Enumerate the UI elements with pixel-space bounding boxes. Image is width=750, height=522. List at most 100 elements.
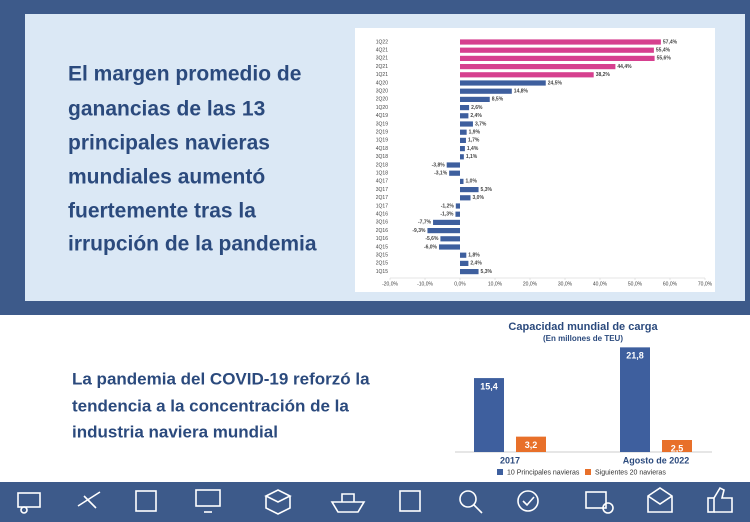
x-tick-label: 0,0% xyxy=(454,281,466,287)
x-tick-label: 40,0% xyxy=(593,281,608,287)
bar xyxy=(460,137,466,143)
bar xyxy=(440,236,460,242)
x-tick-label: 20,0% xyxy=(523,281,538,287)
bar xyxy=(620,347,650,452)
category-label: 4Q16 xyxy=(376,212,388,218)
category-label: 4Q18 xyxy=(376,146,388,152)
value-label: -5,6% xyxy=(425,236,439,242)
category-label: 3Q15 xyxy=(376,253,388,259)
value-label: 14,8% xyxy=(514,89,529,95)
bar xyxy=(474,378,504,452)
value-label: 1,8% xyxy=(468,253,480,259)
bar xyxy=(446,162,460,168)
bar xyxy=(433,219,460,225)
chart-panel xyxy=(355,28,715,292)
icon-band xyxy=(0,482,750,522)
subheadline-line: industria naviera mundial xyxy=(72,422,278,441)
x-tick-label: 50,0% xyxy=(628,281,643,287)
category-label: 1Q16 xyxy=(376,236,388,242)
category-label: 1Q19 xyxy=(376,138,388,144)
value-label: 1,0% xyxy=(466,179,478,185)
category-label: 1Q22 xyxy=(376,39,388,45)
category-label: 2Q18 xyxy=(376,162,388,168)
bar xyxy=(439,244,460,250)
bar xyxy=(460,105,470,111)
category-label: 2Q20 xyxy=(376,97,388,103)
category-label: 2Q19 xyxy=(376,130,388,136)
value-label: 1,9% xyxy=(469,130,481,136)
value-label: 1,7% xyxy=(468,138,480,144)
bar xyxy=(460,64,616,70)
bar xyxy=(455,211,460,217)
value-label: 3,7% xyxy=(475,121,487,127)
headline-line: irrupción de la pandemia xyxy=(68,233,317,256)
category-label: 4Q19 xyxy=(376,113,388,119)
value-label: 57,4% xyxy=(663,39,678,45)
value-label: 8,5% xyxy=(492,97,504,103)
category-label: 3Q20 xyxy=(376,89,388,95)
subheadline-line: tendencia a la concentración de la xyxy=(72,396,349,415)
value-label: 5,3% xyxy=(481,187,493,193)
bar xyxy=(460,187,479,193)
category-label: 4Q15 xyxy=(376,244,388,250)
value-label: 2,5 xyxy=(671,443,684,453)
category-label: 3Q16 xyxy=(376,220,388,226)
x-tick-label: 30,0% xyxy=(558,281,573,287)
value-label: 5,3% xyxy=(481,269,493,275)
category-label: 2Q15 xyxy=(376,261,388,267)
category-label: 4Q20 xyxy=(376,80,388,86)
value-label: 2,6% xyxy=(471,105,483,111)
x-tick-label: -10,0% xyxy=(417,281,433,287)
category-label: 1Q17 xyxy=(376,203,388,209)
value-label: 24,5% xyxy=(548,80,563,86)
value-label: -6,0% xyxy=(424,244,438,250)
value-label: 38,2% xyxy=(596,72,611,78)
bar xyxy=(449,170,460,176)
value-label: -9,3% xyxy=(412,228,426,234)
value-label: 1,1% xyxy=(466,154,478,160)
bar xyxy=(460,47,654,53)
category-label: 4Q21 xyxy=(376,48,388,54)
bar xyxy=(460,113,469,119)
bar xyxy=(460,178,464,184)
x-tick-label: -20,0% xyxy=(382,281,398,287)
chart-subtitle: (En millones de TEU) xyxy=(543,334,623,343)
legend-swatch xyxy=(497,469,503,475)
headline-line: fuertemente tras la xyxy=(68,200,256,223)
category-label: 1Q18 xyxy=(376,171,388,177)
category-label: 2017 xyxy=(500,455,520,465)
category-label: 3Q19 xyxy=(376,121,388,127)
value-label: -7,7% xyxy=(418,220,432,226)
headline-line: ganancias de las 13 xyxy=(68,98,265,121)
category-label: 3Q18 xyxy=(376,154,388,160)
value-label: -3,8% xyxy=(432,162,446,168)
value-label: 55,4% xyxy=(656,48,671,54)
bar xyxy=(455,203,460,209)
category-label: 1Q20 xyxy=(376,105,388,111)
value-label: 44,4% xyxy=(617,64,632,70)
bar xyxy=(460,269,479,275)
category-label: 1Q21 xyxy=(376,72,388,78)
bar xyxy=(662,440,692,452)
chart-title: Capacidad mundial de carga xyxy=(508,321,658,333)
bar xyxy=(460,252,467,258)
category-label: 2Q21 xyxy=(376,64,388,70)
bar xyxy=(460,129,467,135)
bar xyxy=(516,436,546,452)
icons xyxy=(17,486,733,515)
bar xyxy=(460,146,465,152)
category-label: 4Q17 xyxy=(376,179,388,185)
value-label: -1,2% xyxy=(441,203,455,209)
bar xyxy=(460,154,464,160)
category-label: 1Q15 xyxy=(376,269,388,275)
bar xyxy=(460,260,469,266)
value-label: 3,2 xyxy=(525,440,538,450)
headline-line: mundiales aumentó xyxy=(68,166,265,189)
bar xyxy=(427,228,460,234)
value-label: 2,4% xyxy=(470,261,482,267)
category-label: 2Q16 xyxy=(376,228,388,234)
value-label: 21,8 xyxy=(626,351,644,361)
category-label: Agosto de 2022 xyxy=(623,455,690,465)
value-label: 1,4% xyxy=(467,146,479,152)
